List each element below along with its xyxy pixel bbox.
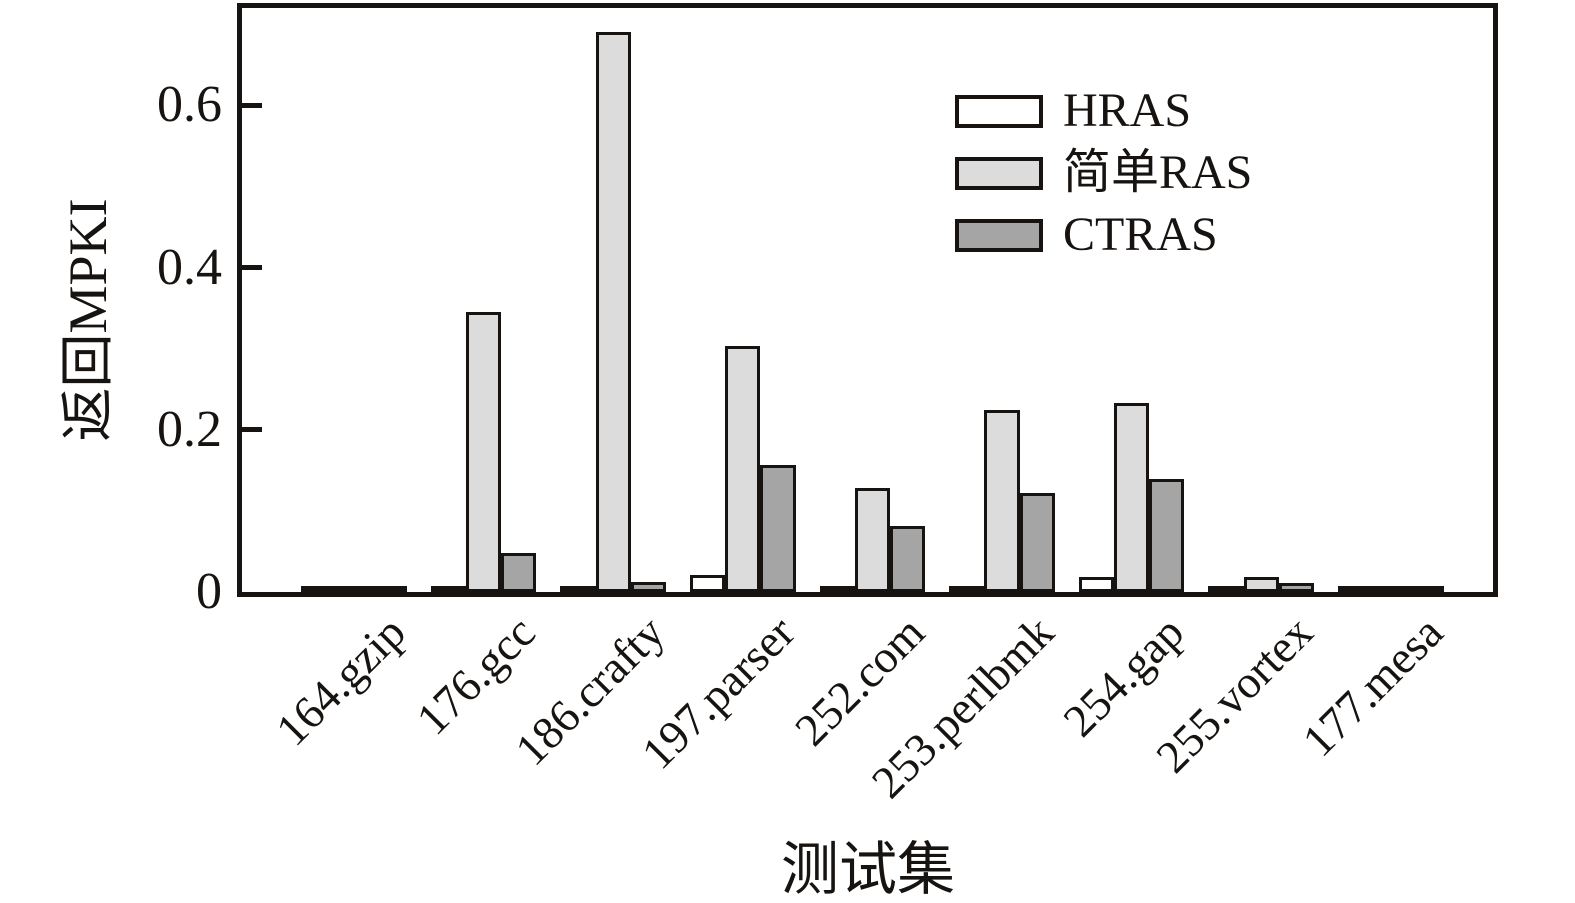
legend-swatch-HRAS	[955, 94, 1043, 128]
legend-item-HRAS: HRAS	[955, 80, 1252, 142]
bar-HRAS-252.com	[819, 586, 855, 592]
legend-item-CTRAS: CTRAS	[955, 204, 1252, 266]
y-tick	[242, 265, 262, 271]
bar-HRAS-164.gzip	[301, 586, 337, 592]
bar-CTRAS-177.mesa	[1408, 586, 1444, 592]
y-tick-label: 0.6	[157, 76, 222, 134]
bar-CTRAS-186.crafty	[630, 582, 666, 592]
bar-简单RAS-186.crafty	[595, 32, 631, 592]
y-tick-label: 0	[196, 563, 222, 620]
x-tick-label-177.mesa: 177.mesa	[1292, 606, 1453, 767]
y-tick-label: 0.2	[157, 400, 222, 458]
legend: HRAS 简单RAS CTRAS	[955, 80, 1252, 266]
legend-item-简单RAS: 简单RAS	[955, 142, 1252, 204]
x-axis-label: 测试集	[780, 837, 955, 902]
bar-简单RAS-177.mesa	[1373, 586, 1409, 592]
legend-swatch-简单RAS	[955, 156, 1043, 190]
y-tick-label: 0.4	[157, 238, 222, 296]
bar-简单RAS-197.parser	[725, 346, 761, 592]
legend-swatch-CTRAS	[955, 218, 1043, 252]
bar-简单RAS-254.gap	[1114, 403, 1150, 592]
legend-label: CTRAS	[1063, 208, 1218, 261]
bar-简单RAS-176.gcc	[466, 312, 502, 592]
bar-HRAS-177.mesa	[1338, 586, 1374, 592]
y-tick	[242, 427, 262, 433]
bar-HRAS-186.crafty	[560, 586, 596, 592]
plot-area	[237, 3, 1498, 597]
bar-HRAS-176.gcc	[430, 586, 466, 592]
bar-简单RAS-164.gzip	[336, 585, 372, 592]
bar-HRAS-254.gap	[1078, 577, 1114, 592]
bar-HRAS-197.parser	[690, 574, 726, 592]
bar-CTRAS-176.gcc	[501, 553, 537, 592]
bar-HRAS-253.perlbmk	[949, 586, 985, 592]
bar-CTRAS-197.parser	[760, 465, 796, 592]
x-tick-label-164.gzip: 164.gzip	[266, 606, 416, 756]
legend-label: HRAS	[1063, 84, 1192, 137]
bar-简单RAS-253.perlbmk	[984, 410, 1020, 592]
bar-CTRAS-252.com	[890, 526, 926, 592]
bar-简单RAS-252.com	[854, 488, 890, 592]
bar-简单RAS-255.vortex	[1243, 577, 1279, 592]
bar-HRAS-255.vortex	[1208, 586, 1244, 592]
bar-CTRAS-255.vortex	[1278, 583, 1314, 592]
bar-CTRAS-253.perlbmk	[1019, 493, 1055, 592]
y-tick	[242, 102, 262, 108]
bar-CTRAS-254.gap	[1149, 479, 1185, 592]
bar-CTRAS-164.gzip	[371, 586, 407, 592]
legend-label: 简单RAS	[1063, 146, 1253, 199]
